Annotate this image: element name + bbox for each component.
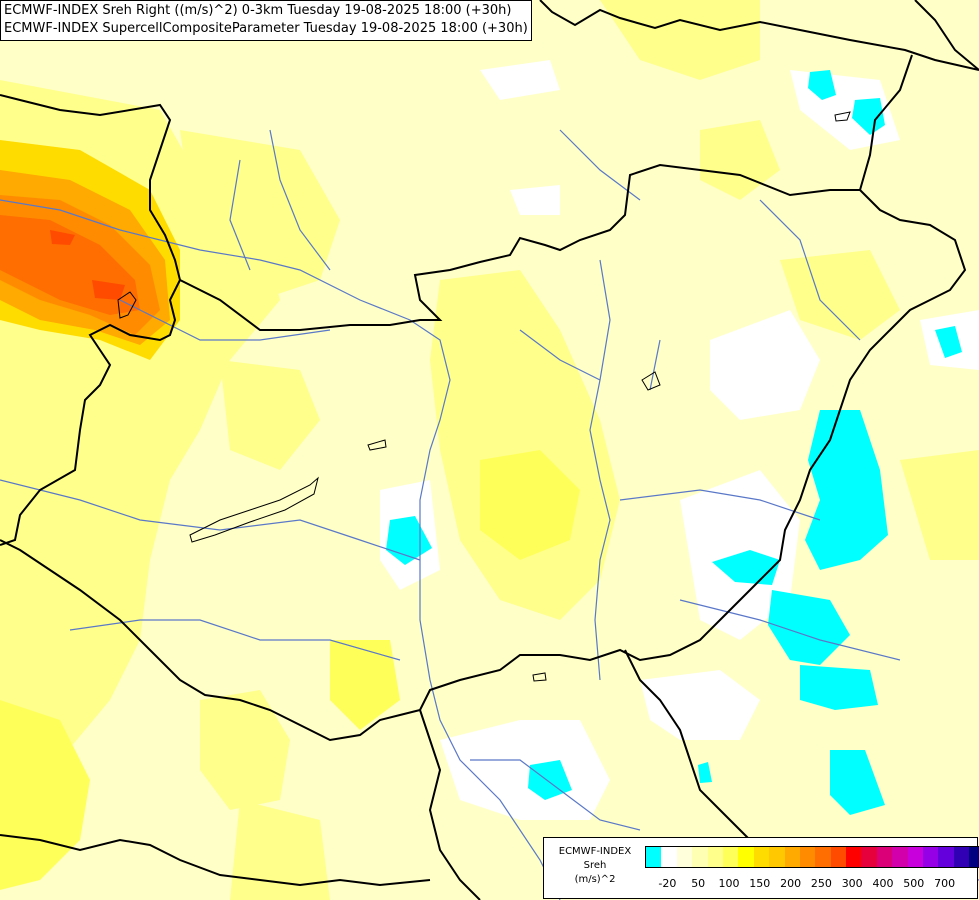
legend-tick-label: 500	[903, 877, 925, 890]
legend-swatch	[846, 847, 862, 867]
title-line-2: ECMWF-INDEX SupercellCompositeParameter …	[4, 21, 528, 36]
legend-swatch	[861, 847, 877, 867]
legend-tick-label: 700	[934, 877, 956, 890]
legend-tick-label: -20	[658, 877, 677, 890]
legend-swatch	[646, 847, 662, 867]
legend-swatch	[676, 847, 693, 867]
legend-swatch	[923, 847, 939, 867]
lake-outlines	[117, 111, 851, 682]
legend-title-line-3: (m/s)^2	[574, 874, 616, 885]
legend-swatch	[876, 847, 893, 867]
sreh-field-orange	[0, 140, 180, 360]
title-line-1: ECMWF-INDEX Sreh Right ((m/s)^2) 0-3km T…	[4, 3, 512, 18]
legend-tick-label: 150	[749, 877, 771, 890]
legend-tick-label: 100	[718, 877, 740, 890]
legend-swatch	[969, 847, 979, 867]
legend-swatch	[753, 847, 770, 867]
legend-swatch	[892, 847, 908, 867]
legend-title-line-2: Sreh	[583, 860, 607, 871]
legend-swatch	[907, 847, 924, 867]
map-title-box: ECMWF-INDEX Sreh Right ((m/s)^2) 0-3km T…	[0, 0, 532, 41]
legend-swatch	[769, 847, 785, 867]
legend-swatch	[815, 847, 831, 867]
legend-title-line-1: ECMWF-INDEX	[558, 846, 632, 857]
legend-tick-label: 50	[691, 877, 706, 890]
legend-swatch	[661, 847, 677, 867]
legend-swatch	[738, 847, 754, 867]
legend-tick-label: 400	[872, 877, 894, 890]
legend-swatches	[645, 846, 979, 868]
sreh-field-cyan	[386, 70, 962, 815]
legend-swatch	[707, 847, 723, 867]
legend-swatch	[938, 847, 954, 867]
legend-swatch	[953, 847, 970, 867]
color-legend: ECMWF-INDEX Sreh (m/s)^2 -20 50 100 150 200 2…	[543, 837, 979, 899]
legend-tick-label: 300	[841, 877, 863, 890]
legend-tick-label: 250	[810, 877, 832, 890]
legend-swatch	[692, 847, 708, 867]
legend-swatch	[830, 847, 847, 867]
legend-swatch	[784, 847, 800, 867]
legend-swatch	[799, 847, 816, 867]
legend-tick-label: 200	[780, 877, 802, 890]
legend-swatch	[722, 847, 739, 867]
